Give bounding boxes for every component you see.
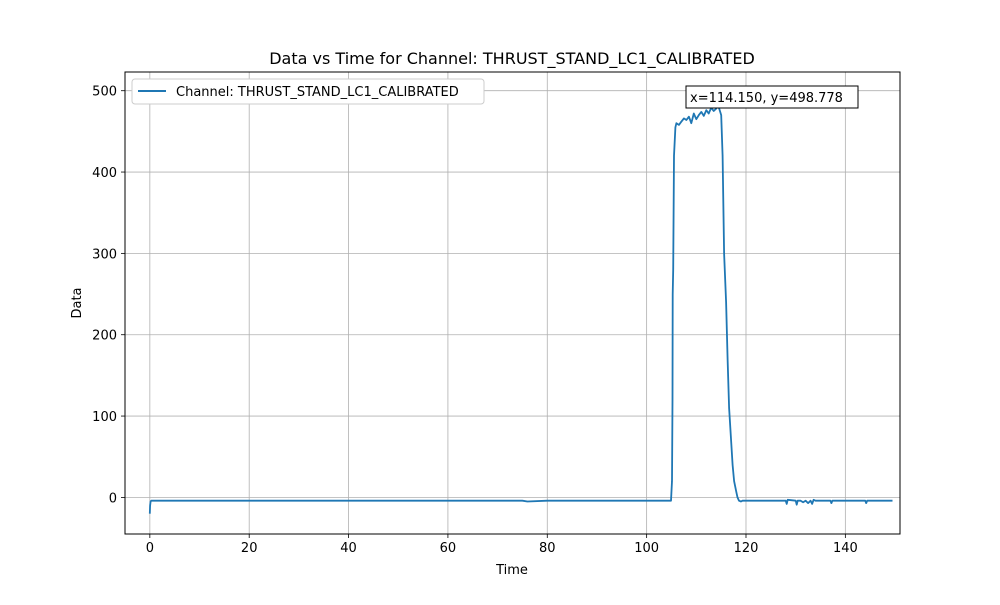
y-axis: 0 100 200 300 400 500 [92,85,125,506]
grid [125,72,900,534]
x-tick-label: 60 [440,541,457,556]
series-line-0 [148,90,893,514]
x-tick-label: 20 [241,541,258,556]
chart-title: Data vs Time for Channel: THRUST_STAND_L… [269,49,755,69]
annotation-text: x=114.150, y=498.778 [690,91,843,106]
x-tick-label: 120 [734,541,759,556]
y-tick-label: 400 [92,166,117,181]
y-tick-label: 300 [92,247,117,262]
annotation: x=114.150, y=498.778 [685,85,859,109]
x-tick-label: 80 [539,541,556,556]
legend-label: Channel: THRUST_STAND_LC1_CALIBRATED [176,85,459,100]
x-axis-label: Time [495,563,528,578]
y-tick-label: 200 [92,329,117,344]
plot-frame [124,71,901,535]
x-tick-label: 0 [146,541,154,556]
y-tick-label: 0 [109,491,117,506]
y-tick-label: 500 [92,85,117,100]
x-tick-label: 140 [833,541,858,556]
legend: Channel: THRUST_STAND_LC1_CALIBRATED [131,78,485,105]
annotation-box [685,85,859,109]
y-axis-label: Data [70,287,85,318]
legend-box [131,78,485,105]
x-tick-label: 40 [340,541,357,556]
y-tick-label: 100 [92,410,117,425]
series-layer [148,90,893,514]
x-tick-label: 100 [634,541,659,556]
x-axis: 0 20 40 60 80 100 120 140 [146,534,858,556]
